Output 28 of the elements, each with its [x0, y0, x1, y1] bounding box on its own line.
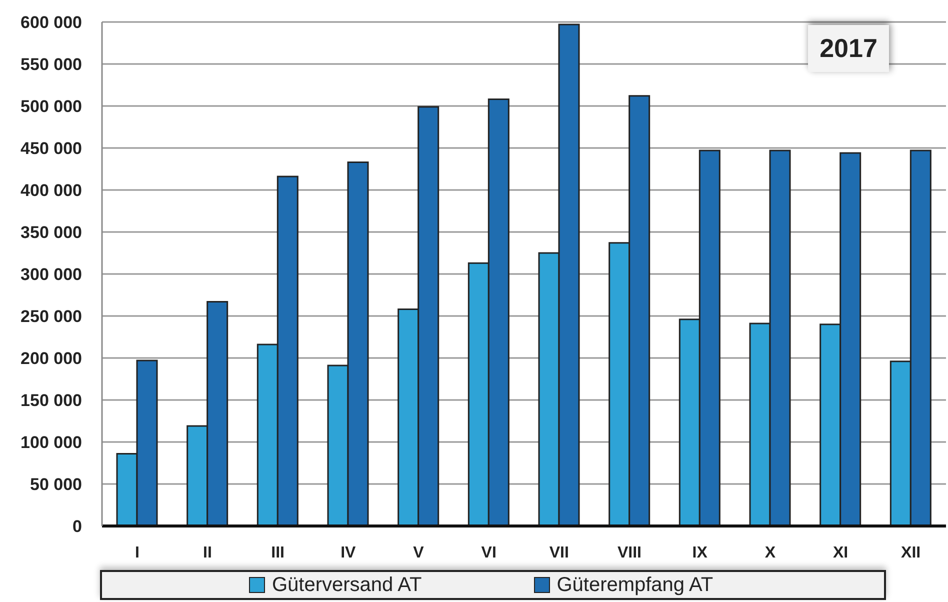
y-tick-label: 200 000: [20, 349, 82, 368]
x-tick-label: VI: [481, 544, 496, 562]
x-tick-label: VII: [549, 544, 569, 562]
y-tick-label: 450 000: [20, 139, 82, 158]
y-tick-label: 600 000: [20, 13, 82, 32]
annotation: 2017: [808, 25, 889, 72]
y-tick-label: 250 000: [20, 307, 82, 326]
y-tick-label: 350 000: [20, 223, 82, 242]
x-tick-label: II: [203, 544, 212, 562]
y-tick-label: 100 000: [20, 433, 82, 452]
y-tick-label: 550 000: [20, 55, 82, 74]
x-tick-label: VIII: [617, 544, 642, 562]
y-tick-label: 400 000: [20, 181, 82, 200]
x-tick-label: IX: [692, 544, 708, 562]
x-tick-label: IV: [340, 544, 356, 562]
y-tick-label: 0: [72, 517, 82, 536]
y-tick-label: 50 000: [30, 475, 82, 494]
legend-label: Güterversand AT: [272, 574, 422, 596]
y-tick-label: 300 000: [20, 265, 82, 284]
y-tick-label: 500 000: [20, 97, 82, 116]
x-tick-label: XI: [832, 544, 848, 562]
x-tick-label: I: [134, 544, 140, 562]
y-tick-label: 150 000: [20, 391, 82, 410]
x-tick-label: V: [413, 544, 424, 562]
x-tick-label: X: [764, 544, 776, 562]
x-tick-label: III: [271, 544, 285, 562]
x-tick-label: XII: [901, 544, 921, 562]
legend-label: Güterempfang AT: [556, 574, 714, 596]
